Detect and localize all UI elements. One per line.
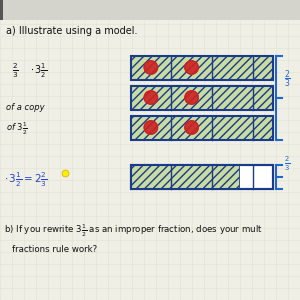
Bar xyxy=(130,116,171,140)
Bar xyxy=(171,85,212,109)
Text: of a copy: of a copy xyxy=(6,103,45,112)
Bar xyxy=(253,116,273,140)
Bar xyxy=(130,116,273,140)
Text: EXAMPLE – Multiplying a Fraction and a Mixed Num: EXAMPLE – Multiplying a Fraction and a M… xyxy=(45,5,260,14)
Text: Problem: Problem xyxy=(6,5,40,14)
Circle shape xyxy=(144,91,158,104)
Bar xyxy=(130,56,273,80)
Text: $\cdot\,3\frac{1}{2}$: $\cdot\,3\frac{1}{2}$ xyxy=(30,61,47,80)
Text: $\cdot\,3\frac{1}{2} = 2\frac{2}{3}$: $\cdot\,3\frac{1}{2} = 2\frac{2}{3}$ xyxy=(4,171,48,189)
Text: $\frac{2}{3}$: $\frac{2}{3}$ xyxy=(12,61,19,80)
Bar xyxy=(130,85,273,109)
Bar xyxy=(130,85,171,109)
Bar xyxy=(253,85,273,109)
Bar xyxy=(171,56,212,80)
Bar xyxy=(0,0,300,20)
Bar xyxy=(130,56,273,80)
Bar xyxy=(212,56,253,80)
Bar xyxy=(130,56,171,80)
Bar xyxy=(130,85,273,109)
Bar xyxy=(253,56,273,80)
Bar xyxy=(171,116,212,140)
Bar xyxy=(0,0,3,20)
Text: b) If you rewrite $3\frac{1}{2}$ as an improper fraction, does your mult: b) If you rewrite $3\frac{1}{2}$ as an i… xyxy=(4,223,263,239)
Bar xyxy=(212,116,253,140)
Bar xyxy=(130,165,239,189)
Bar xyxy=(130,165,273,189)
Circle shape xyxy=(144,61,158,74)
Bar xyxy=(130,165,273,189)
Circle shape xyxy=(144,121,158,134)
Text: $\frac{2}{3}$: $\frac{2}{3}$ xyxy=(284,154,290,172)
Text: $\frac{2}{3}$: $\frac{2}{3}$ xyxy=(284,69,290,90)
Bar xyxy=(130,116,273,140)
Text: fractions rule work?: fractions rule work? xyxy=(12,244,97,253)
Bar xyxy=(212,85,253,109)
Text: of $3\frac{1}{2}$: of $3\frac{1}{2}$ xyxy=(6,121,28,137)
Bar xyxy=(40,0,41,20)
Text: a) Illustrate using a model.: a) Illustrate using a model. xyxy=(6,26,137,37)
Circle shape xyxy=(185,61,198,74)
Circle shape xyxy=(185,121,198,134)
Circle shape xyxy=(185,91,198,104)
